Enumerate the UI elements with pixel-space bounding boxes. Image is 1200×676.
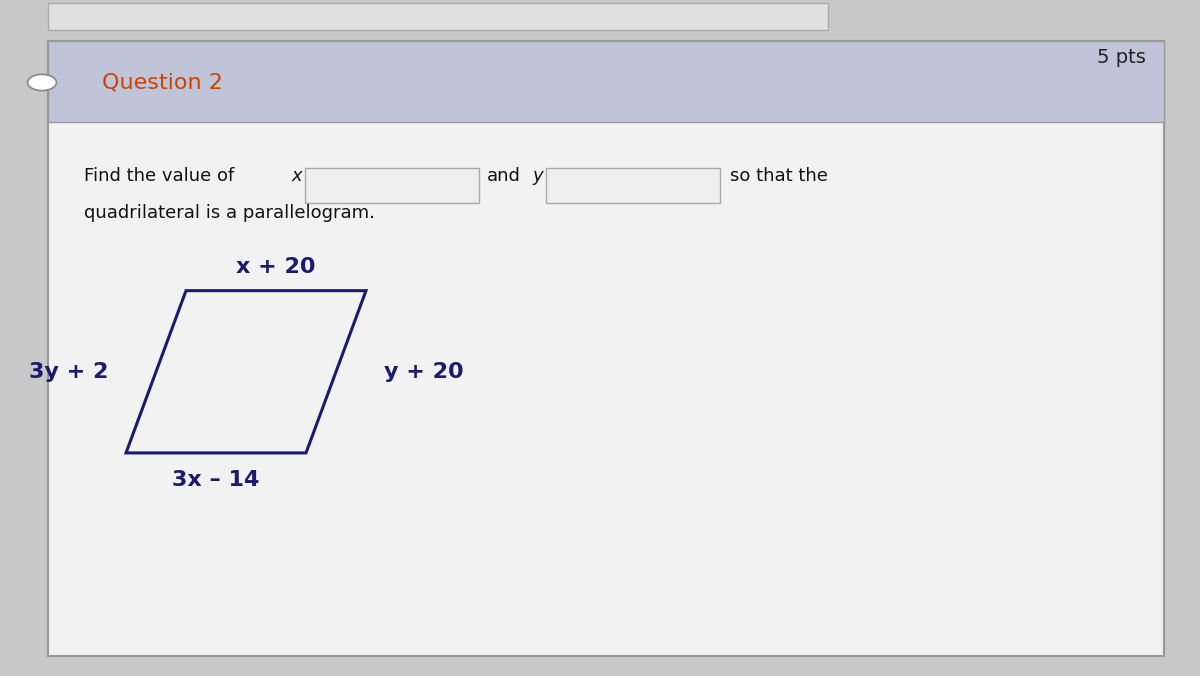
Text: x: x — [292, 167, 302, 185]
Text: 3y + 2: 3y + 2 — [29, 362, 108, 382]
Text: 3x – 14: 3x – 14 — [173, 470, 259, 490]
Text: x + 20: x + 20 — [236, 257, 316, 277]
FancyBboxPatch shape — [305, 168, 479, 203]
Text: so that the: so that the — [730, 167, 828, 185]
Text: quadrilateral is a parallelogram.: quadrilateral is a parallelogram. — [84, 203, 374, 222]
Text: and: and — [487, 167, 521, 185]
Circle shape — [28, 74, 56, 91]
Text: y + 20: y + 20 — [384, 362, 463, 382]
Text: Find the value of: Find the value of — [84, 167, 234, 185]
FancyBboxPatch shape — [48, 3, 828, 30]
FancyBboxPatch shape — [48, 41, 1164, 656]
Text: 5 pts: 5 pts — [1097, 48, 1146, 67]
Text: Question 2: Question 2 — [102, 72, 223, 93]
FancyBboxPatch shape — [546, 168, 720, 203]
FancyBboxPatch shape — [48, 41, 1164, 122]
Text: y: y — [533, 167, 544, 185]
